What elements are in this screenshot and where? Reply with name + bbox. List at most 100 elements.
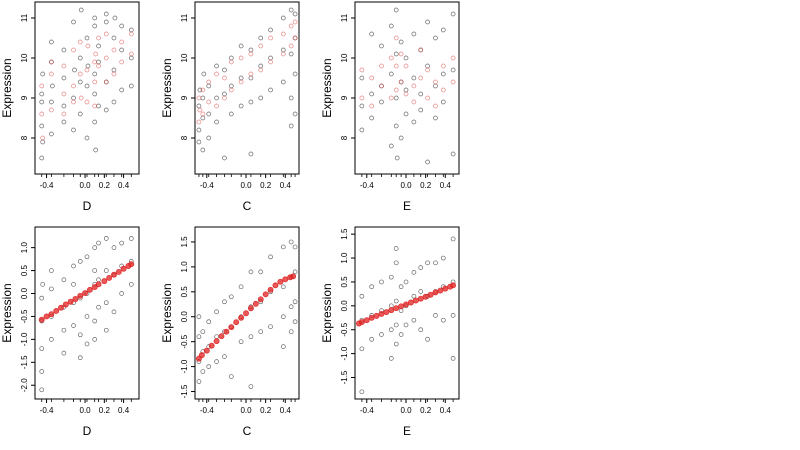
- data-point: [450, 236, 456, 242]
- data-point: [206, 135, 212, 141]
- data-point: [393, 123, 399, 129]
- data-point: [111, 245, 117, 250]
- y-axis-title: Expression: [0, 283, 14, 342]
- data-point: [77, 39, 83, 45]
- data-point: [128, 27, 134, 33]
- data-point: [96, 277, 101, 283]
- y-tick-label: 1.0: [340, 252, 349, 264]
- data-point: [77, 111, 83, 117]
- panel-1: -0.4 0.0 0.2 0.4 8 9 10 11 D Expression: [0, 1, 140, 213]
- data-point: [440, 255, 446, 261]
- x-axis-title: C: [243, 199, 252, 213]
- x-axis-title: D: [83, 199, 92, 213]
- data-point: [112, 15, 118, 21]
- panel-4: -0.4 0.0 0.2 0.4 -2.0 -1.5 -1.0 -0.5 0.0 0.5 1.0 D E…: [0, 226, 140, 438]
- data-point: [288, 51, 294, 57]
- data-point: [418, 265, 424, 270]
- plot-frame: [354, 1, 460, 175]
- data-point: [243, 310, 249, 317]
- data-point: [442, 285, 449, 292]
- data-point: [119, 39, 125, 45]
- data-point: [369, 284, 375, 290]
- x-tick-label: 0.2: [420, 406, 432, 415]
- data-point: [393, 322, 399, 328]
- data-point: [418, 75, 424, 81]
- data-point: [200, 87, 206, 93]
- data-point: [277, 278, 284, 285]
- y-tick-label: 9: [20, 95, 29, 100]
- x-tick-label: 0.2: [260, 406, 272, 415]
- data-point: [411, 119, 417, 125]
- data-point: [411, 293, 417, 299]
- x-tick-label: -0.4: [40, 406, 54, 415]
- data-point: [398, 79, 404, 85]
- data-point: [248, 384, 254, 389]
- data-point: [128, 281, 134, 287]
- data-point: [111, 47, 117, 53]
- x-tick-label: -0.4: [200, 406, 214, 415]
- data-point: [379, 83, 384, 89]
- data-point: [111, 71, 117, 77]
- data-point: [268, 35, 273, 41]
- data-point: [86, 286, 93, 293]
- data-point: [39, 91, 45, 97]
- y-tick-label: 1.0: [20, 242, 29, 254]
- data-point: [379, 99, 384, 105]
- data-point: [222, 75, 227, 81]
- y-tick-label: 1.0: [180, 261, 189, 273]
- y-tick-label: -1.0: [20, 332, 29, 346]
- data-point: [95, 281, 102, 288]
- plot-frame: [194, 1, 300, 175]
- data-point: [247, 305, 254, 312]
- data-point: [196, 127, 202, 133]
- data-point: [49, 59, 54, 65]
- data-point: [120, 265, 127, 272]
- data-point: [39, 155, 45, 161]
- data-point: [388, 274, 394, 280]
- data-point: [280, 79, 286, 85]
- data-point: [214, 119, 219, 125]
- data-point: [200, 111, 206, 117]
- data-point: [398, 135, 404, 141]
- data-point: [61, 119, 67, 125]
- data-point: [403, 55, 409, 61]
- data-point: [48, 311, 55, 318]
- data-point: [418, 289, 424, 294]
- data-point: [407, 299, 414, 306]
- data-point: [418, 91, 424, 97]
- data-point: [369, 75, 375, 81]
- y-axis-title: Expression: [0, 58, 14, 117]
- data-point: [433, 115, 438, 121]
- data-point: [388, 327, 394, 333]
- data-point: [208, 342, 215, 349]
- data-point: [228, 87, 234, 93]
- data-point: [77, 259, 83, 264]
- data-point: [67, 298, 74, 305]
- data-point: [292, 319, 298, 325]
- data-point: [403, 279, 409, 285]
- data-point: [71, 127, 76, 133]
- data-point: [203, 347, 210, 354]
- data-point: [61, 75, 67, 81]
- data-point: [363, 317, 370, 324]
- y-tick-label: 0.5: [180, 286, 189, 298]
- data-point: [280, 51, 286, 57]
- data-point: [228, 294, 234, 300]
- data-point: [71, 83, 76, 89]
- y-axis-title: Expression: [160, 283, 174, 342]
- data-point: [268, 324, 273, 330]
- data-point: [268, 27, 273, 33]
- data-point: [200, 147, 206, 153]
- data-point: [92, 79, 98, 85]
- data-point: [77, 55, 83, 61]
- data-point: [93, 147, 99, 153]
- data-point: [411, 99, 417, 105]
- y-tick-label: 0.0: [20, 287, 29, 299]
- data-point: [49, 268, 54, 273]
- data-point: [425, 95, 430, 101]
- data-point: [213, 338, 220, 345]
- data-point: [222, 95, 227, 101]
- y-tick-label: -0.5: [340, 322, 349, 336]
- data-point: [103, 327, 109, 333]
- data-point: [412, 297, 419, 304]
